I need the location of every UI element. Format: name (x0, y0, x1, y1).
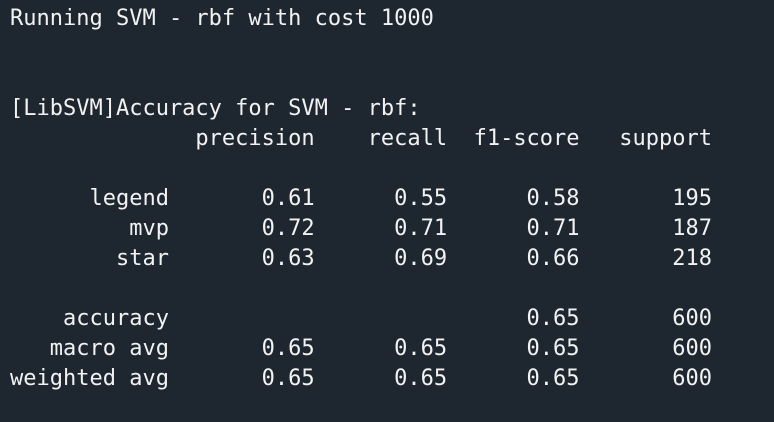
console-line-accuracy-title: [LibSVM]Accuracy for SVM - rbf: (10, 96, 421, 121)
console-line-row-mvp: mvp 0.72 0.71 0.71 187 (10, 216, 712, 241)
console-line-row-legend: legend 0.61 0.55 0.58 195 (10, 186, 712, 211)
console-line-blank (10, 274, 712, 304)
console-line-column-headers: precision recall f1-score support (10, 126, 712, 151)
console-line-row-star: star 0.63 0.69 0.66 218 (10, 246, 712, 271)
console-line-row-macro-avg: macro avg 0.65 0.65 0.65 600 (10, 336, 712, 361)
console-line-blank (10, 154, 712, 184)
console-line-blank (10, 64, 712, 94)
console-line-row-accuracy: accuracy 0.65 600 (10, 306, 712, 331)
console-output: Running SVM - rbf with cost 1000 [LibSVM]… (10, 4, 712, 394)
console-line-blank (10, 34, 712, 64)
console-line-row-weighted-avg: weighted avg 0.65 0.65 0.65 600 (10, 366, 712, 391)
console-line-run-title: Running SVM - rbf with cost 1000 (10, 6, 434, 31)
